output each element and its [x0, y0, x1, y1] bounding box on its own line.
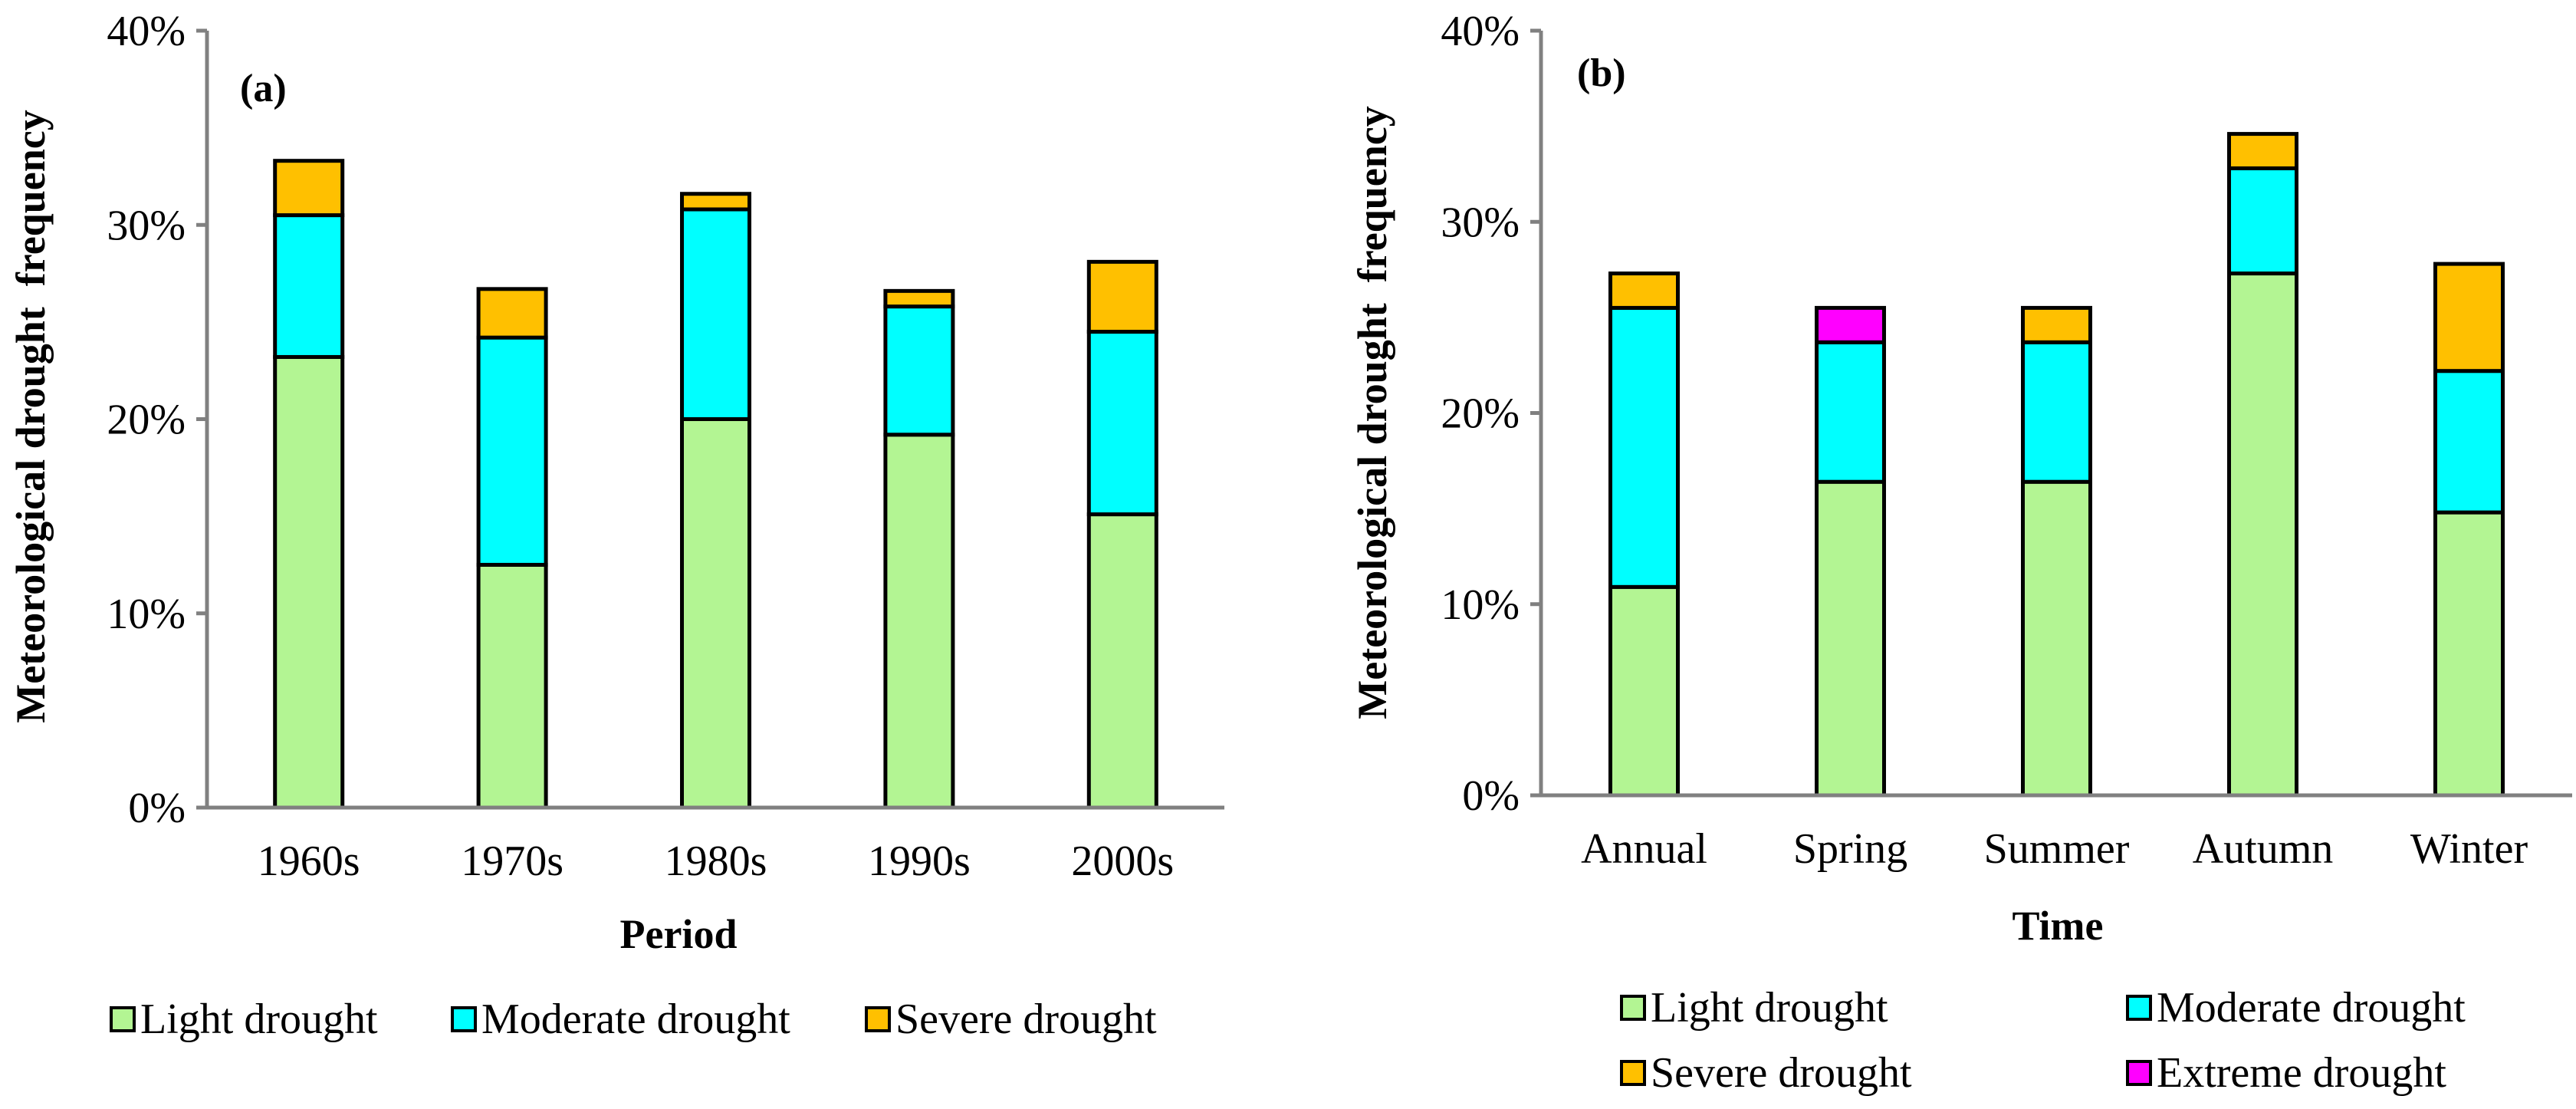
panel-b-axes [1539, 31, 2572, 798]
panel-b-y-ticks: 0% 10% 20% 30% 40% [1441, 8, 1541, 820]
legend-label-extreme: Extreme drought [2157, 1049, 2446, 1097]
bar-light-annual [1608, 584, 1680, 798]
bar-severe-1970s [476, 287, 548, 340]
panel-b: (b) 0% 10% 20% 30% 40% Annual Spring Summer Aut… [1349, 8, 2572, 1097]
bar-light-1970s [476, 562, 548, 810]
legend-label-moderate: Moderate drought [481, 995, 790, 1043]
bar-moderate-1980s [680, 207, 751, 421]
bar-severe-2000s [1086, 259, 1158, 334]
panel-b-y-tick-label: 0% [1462, 772, 1520, 820]
panel-a-label: (a) [240, 67, 287, 110]
bar-severe-1990s [883, 288, 955, 309]
category-label-1960s: 1960s [258, 838, 360, 885]
category-label-autumn: Autumn [2193, 825, 2334, 873]
bar-light-1980s [680, 417, 751, 810]
bar-severe-winter [2433, 262, 2505, 374]
bar-moderate-summer [2021, 340, 2092, 484]
panel-a-y-axis-title: Meteorological drought frequency [8, 110, 54, 722]
bar-light-2000s [1086, 512, 1158, 810]
category-label-winter: Winter [2410, 825, 2528, 873]
panel-a-y-ticks: 0% 10% 20% 30% 40% [107, 8, 207, 832]
panel-b-y-tick-label: 10% [1441, 581, 1520, 629]
panel-b-legend: Light drought Moderate drought Severe drou… [1620, 984, 2466, 1097]
bar-light-1990s [883, 433, 955, 810]
bar-light-1960s [273, 354, 345, 810]
panel-b-y-axis-title: Meteorological drought frequency [1349, 106, 1395, 719]
panel-b-y-tick-label: 30% [1441, 199, 1520, 246]
panel-a: (a) 0% 10% 20% 30% 40% 1960s 1970s 1980s 1990s 2… [8, 8, 1224, 1043]
bar-severe-summer [2021, 305, 2092, 344]
panel-b-bars [1608, 132, 2505, 798]
bar-severe-annual [1608, 271, 1680, 310]
category-label-spring: Spring [1793, 825, 1907, 873]
legend-swatch-severe [865, 1006, 891, 1032]
legend-label-light: Light drought [1651, 984, 1888, 1032]
legend-swatch-moderate [451, 1006, 477, 1032]
bar-severe-1960s [273, 159, 345, 218]
legend-swatch-severe [1620, 1060, 1646, 1086]
panel-a-y-tick-label: 0% [128, 785, 186, 832]
panel-b-y-tick-label: 20% [1441, 390, 1520, 438]
bar-moderate-1990s [883, 304, 955, 437]
bar-severe-autumn [2227, 132, 2298, 170]
category-label-2000s: 2000s [1071, 838, 1174, 885]
panel-b-x-axis-title: Time [2013, 903, 2104, 949]
legend-swatch-extreme [2126, 1060, 2152, 1086]
panel-a-legend: Light drought Moderate drought Severe drou… [110, 995, 1157, 1043]
panel-a-y-tick-label: 10% [107, 591, 186, 638]
legend-swatch-light [110, 1006, 136, 1032]
panel-a-bars [273, 159, 1158, 810]
panel-b-label: (b) [1577, 51, 1626, 95]
bar-moderate-2000s [1086, 330, 1158, 517]
bar-light-winter [2433, 510, 2505, 798]
panel-a-y-tick-label: 20% [107, 397, 186, 444]
legend-label-severe: Severe drought [895, 995, 1157, 1043]
category-label-1980s: 1980s [665, 838, 767, 885]
bar-light-spring [1815, 479, 1886, 798]
legend-label-light: Light drought [140, 995, 378, 1043]
bar-moderate-1970s [476, 335, 548, 567]
bar-extreme-spring [1815, 305, 1886, 344]
bar-light-autumn [2227, 271, 2298, 798]
panel-a-axes [205, 31, 1224, 810]
legend-label-severe: Severe drought [1651, 1049, 1912, 1097]
category-label-annual: Annual [1581, 825, 1707, 873]
legend-swatch-moderate [2126, 995, 2152, 1021]
bar-severe-1980s [680, 192, 751, 212]
bar-moderate-winter [2433, 369, 2505, 515]
category-label-1990s: 1990s [868, 838, 971, 885]
legend-label-moderate: Moderate drought [2157, 984, 2466, 1032]
panel-a-y-tick-label: 40% [107, 8, 186, 55]
bar-light-summer [2021, 479, 2092, 798]
legend-swatch-light [1620, 995, 1646, 1021]
bar-moderate-1960s [273, 213, 345, 359]
category-label-summer: Summer [1984, 825, 2130, 873]
bar-moderate-spring [1815, 340, 1886, 484]
panel-b-category-labels: Annual Spring Summer Autumn Winter [1581, 825, 2528, 873]
bar-moderate-autumn [2227, 166, 2298, 276]
bar-moderate-annual [1608, 305, 1680, 589]
panel-a-y-tick-label: 30% [107, 202, 186, 249]
panel-a-category-labels: 1960s 1970s 1980s 1990s 2000s [258, 838, 1174, 885]
panel-a-x-axis-title: Period [620, 911, 738, 957]
category-label-1970s: 1970s [461, 838, 564, 885]
panel-b-y-tick-label: 40% [1441, 8, 1520, 55]
